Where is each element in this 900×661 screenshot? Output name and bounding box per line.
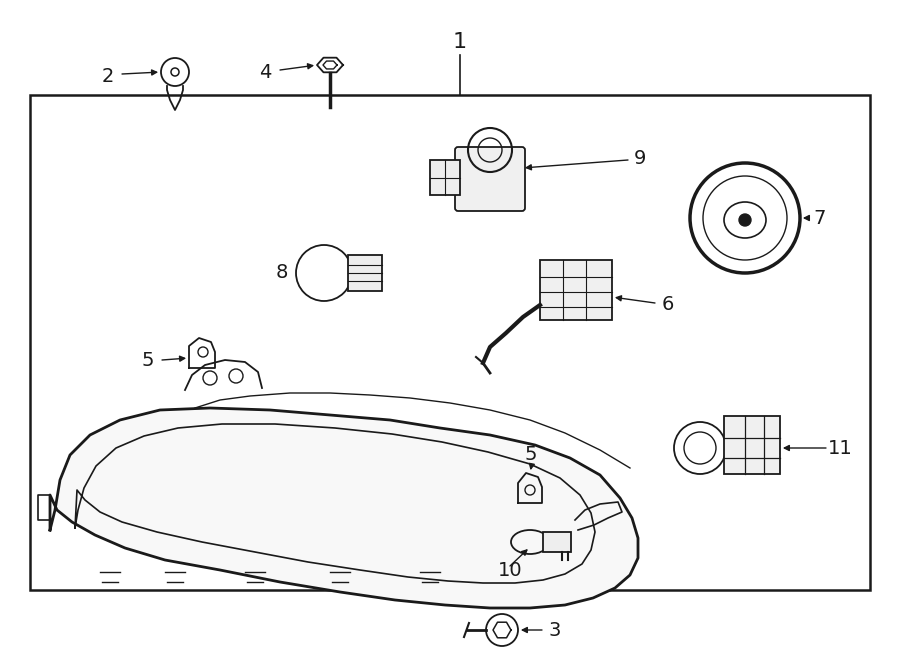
Circle shape (739, 214, 751, 226)
FancyBboxPatch shape (455, 147, 525, 211)
FancyBboxPatch shape (724, 416, 780, 474)
Text: 9: 9 (634, 149, 646, 167)
FancyBboxPatch shape (543, 532, 571, 552)
Text: 5: 5 (142, 350, 154, 369)
Text: 10: 10 (498, 561, 522, 580)
Text: 7: 7 (814, 208, 826, 227)
Text: 3: 3 (549, 621, 562, 639)
Text: 4: 4 (259, 63, 271, 83)
Polygon shape (50, 408, 638, 608)
Text: 2: 2 (102, 67, 114, 87)
Text: 1: 1 (453, 32, 467, 52)
FancyBboxPatch shape (540, 260, 612, 320)
FancyBboxPatch shape (348, 255, 382, 291)
Text: 6: 6 (662, 295, 674, 315)
Text: 5: 5 (525, 446, 537, 465)
FancyBboxPatch shape (430, 160, 460, 195)
Text: 11: 11 (828, 438, 852, 457)
Bar (30, 95, 870, 590)
Text: 8: 8 (275, 264, 288, 282)
